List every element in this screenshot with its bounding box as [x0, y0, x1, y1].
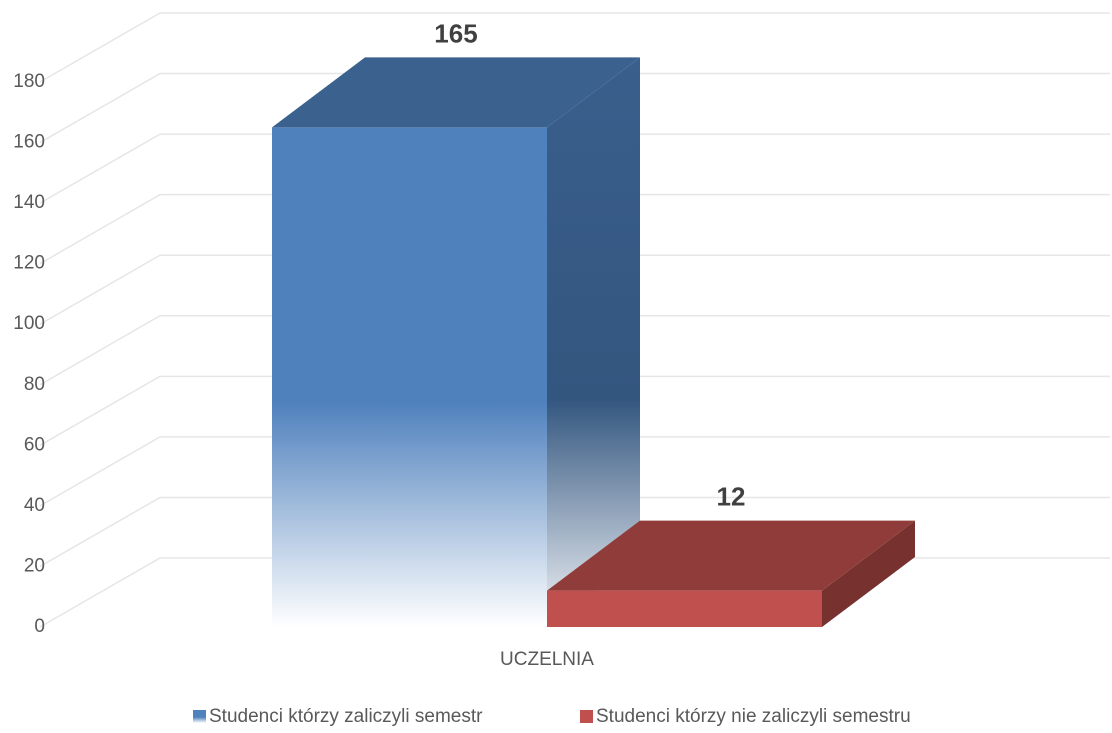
y-tick-label: 60 — [24, 434, 45, 455]
y-tick-label: 140 — [13, 192, 45, 213]
grid-line — [39, 375, 1110, 446]
bar-side — [822, 520, 915, 627]
grid-line — [39, 72, 1110, 144]
y-tick-label: 180 — [13, 71, 45, 92]
x-tick-label: UCZELNIA — [500, 649, 594, 670]
grid-line — [39, 193, 1110, 265]
grid-line — [39, 496, 1110, 568]
bar-top — [272, 57, 640, 128]
bar-top — [547, 520, 915, 591]
y-tick-label: 100 — [13, 313, 45, 334]
grid-line — [39, 12, 1110, 83]
bar-side — [547, 57, 640, 627]
y-tick-label: 80 — [24, 374, 45, 395]
y-tick-label: 120 — [13, 253, 45, 274]
legend-label: Studenci którzy zaliczyli semestr — [209, 706, 483, 727]
bar — [547, 590, 822, 627]
legend-marker — [193, 710, 206, 723]
grid-line — [39, 315, 1110, 386]
value-label: 12 — [717, 482, 746, 512]
y-tick-label: 0 — [34, 616, 45, 637]
y-tick-label: 160 — [13, 132, 45, 153]
bar — [272, 127, 547, 628]
grid-line — [39, 133, 1110, 204]
legend-label: Studenci którzy nie zaliczyli semestru — [596, 706, 911, 727]
y-tick-label: 40 — [24, 495, 45, 516]
grid-line — [39, 254, 1110, 325]
y-tick-label: 20 — [24, 555, 45, 576]
value-label: 165 — [434, 18, 477, 48]
grid-line — [39, 436, 1110, 507]
legend-marker — [580, 710, 593, 723]
